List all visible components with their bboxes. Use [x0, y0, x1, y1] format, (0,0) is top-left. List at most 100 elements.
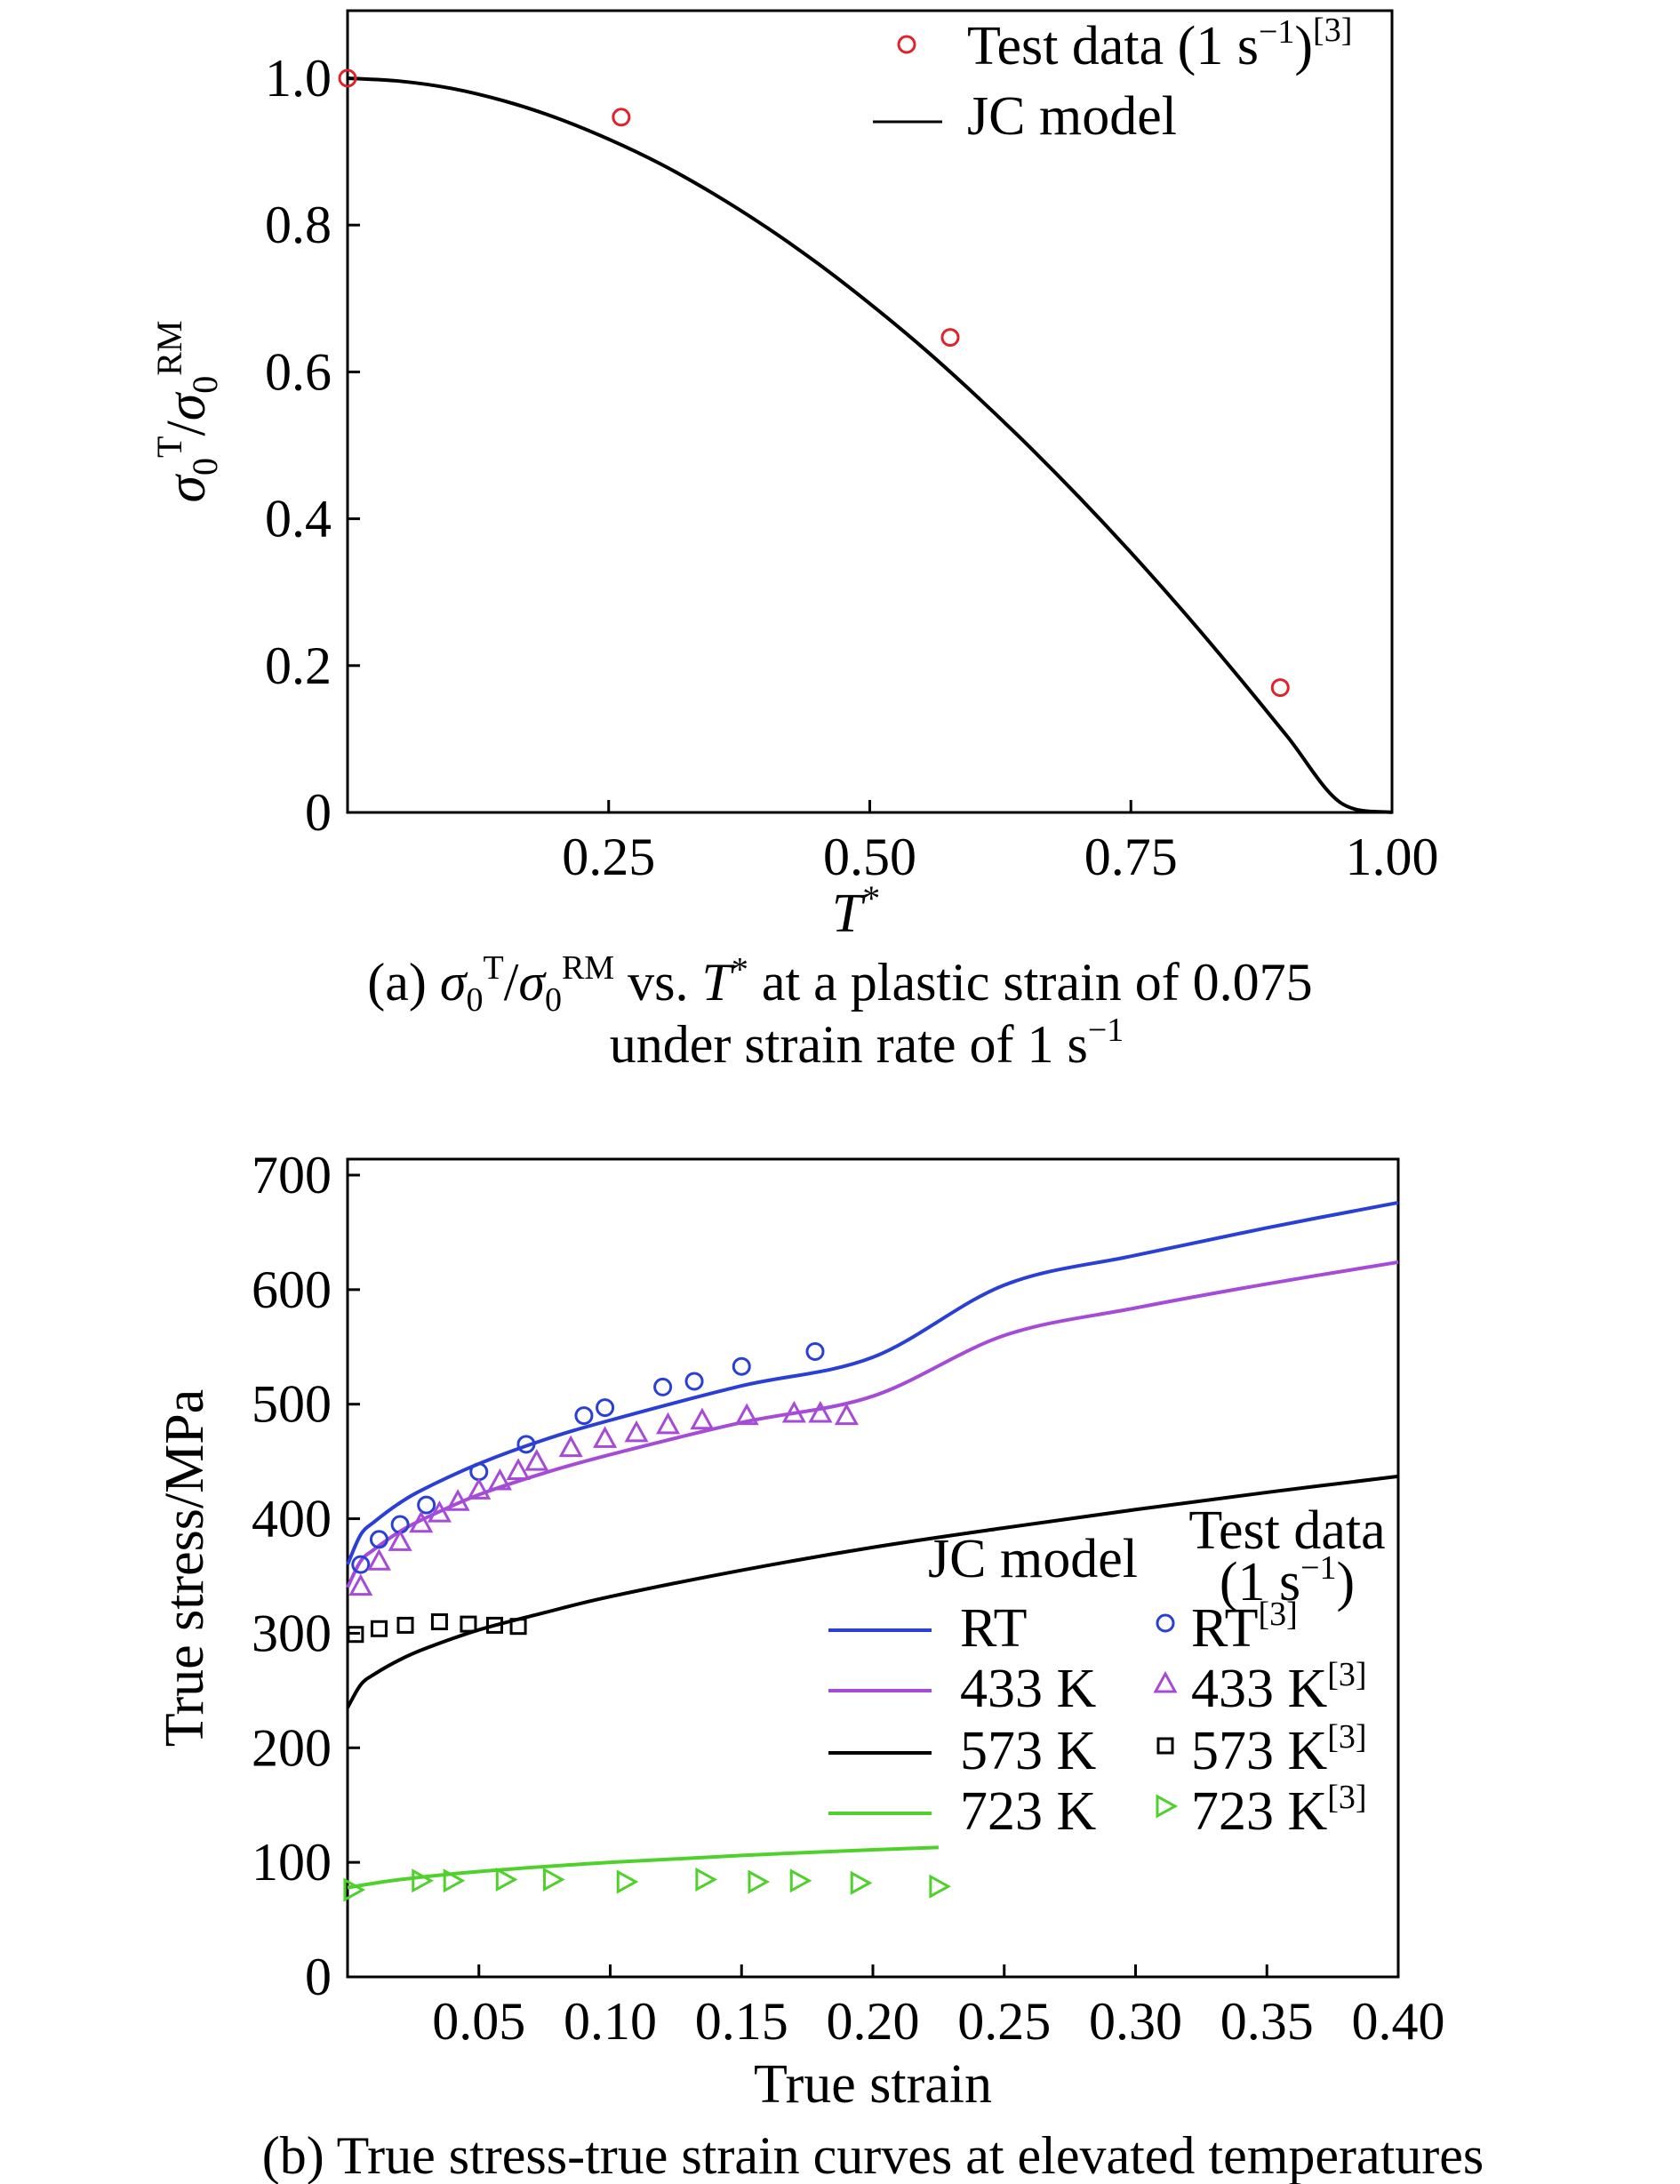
y-tick-label: 300	[252, 1604, 332, 1662]
y-tick-label: 0.2	[265, 636, 332, 695]
legend-title-test-rate: (1 s−1)	[1220, 1549, 1355, 1612]
panel-a-plot-frame	[346, 9, 1394, 814]
legend-title-test-data: Test data	[1188, 1500, 1385, 1561]
series-line-433-k	[346, 1260, 1399, 1588]
legend-label-723-k: 723 K	[960, 1781, 1097, 1842]
point-723-k-3	[929, 1874, 951, 1899]
y-tick-label: 0	[305, 1948, 332, 2006]
point-rt-3	[516, 1435, 536, 1454]
point-rt-3	[596, 1398, 615, 1418]
y-tick-label: 400	[252, 1490, 332, 1548]
point-rt-3	[369, 1530, 388, 1549]
legend-marker-test-data	[897, 35, 916, 54]
point-rt-3	[732, 1356, 751, 1376]
panel-a-caption-line1: (a) σ0T/σ0RM vs. T* at a plastic strain …	[367, 949, 1312, 1019]
point-433-k-3	[467, 1477, 492, 1500]
series-line-rt	[346, 1200, 1399, 1565]
y-tick-label: 500	[252, 1375, 332, 1434]
legend-label-573-k-3: 573 K[3]	[1191, 1718, 1367, 1781]
panel-a-x-ticks: 0.25 0.50 0.75 1.00	[562, 800, 1439, 886]
point-723-k-3	[412, 1868, 434, 1893]
point-573-k-3	[347, 1626, 364, 1644]
point-573-k-3	[509, 1618, 527, 1636]
y-tick-label: 0.8	[265, 196, 332, 254]
legend-marker-rt-3	[1156, 1613, 1175, 1633]
point-723-k-3	[850, 1870, 873, 1895]
point-723-k-3	[343, 1877, 366, 1902]
series-line-723-k	[347, 1845, 939, 1890]
point-573-k-3	[460, 1615, 477, 1633]
series-line-573-k	[346, 1474, 1399, 1709]
point-433-k-3	[388, 1529, 412, 1551]
x-tick-label: 0.35	[1220, 1992, 1314, 2051]
legend-marker-433-k-3	[1153, 1670, 1178, 1693]
legend-title-jc-model: JC model	[928, 1529, 1138, 1589]
point-rt-3	[351, 1555, 371, 1574]
point-433-k-3	[409, 1510, 434, 1533]
point-723-k-3	[616, 1869, 639, 1894]
point-test-data-1-s-3	[612, 108, 631, 127]
x-tick-label: 1.00	[1346, 828, 1439, 886]
panel-a-points-layer	[338, 68, 1290, 698]
y-tick-label: 0.6	[265, 342, 332, 401]
point-573-k-3	[430, 1613, 448, 1631]
point-rt-3	[469, 1462, 489, 1482]
point-433-k-3	[834, 1403, 859, 1426]
point-433-k-3	[427, 1500, 452, 1523]
legend-marker-723-k-3	[1156, 1794, 1179, 1819]
x-tick-label: 0.05	[432, 1992, 525, 2051]
point-433-k-3	[558, 1435, 583, 1458]
y-tick-label: 700	[252, 1146, 332, 1204]
point-433-k-3	[808, 1400, 833, 1423]
point-433-k-3	[624, 1420, 649, 1443]
point-test-data-1-s-3	[1270, 678, 1290, 698]
legend-label-rt: RT	[960, 1598, 1028, 1659]
panel-a-xlabel: T*	[832, 878, 880, 944]
point-rt-3	[684, 1372, 704, 1391]
panel-a-ylabel: σ0T/σ0RM	[149, 320, 225, 502]
y-tick-label: 1.0	[265, 49, 332, 108]
point-433-k-3	[690, 1407, 715, 1430]
point-723-k-3	[748, 1869, 771, 1894]
point-723-k-3	[495, 1867, 518, 1892]
legend-label-jc-model: JC model	[967, 86, 1177, 147]
x-tick-label: 0.25	[562, 828, 655, 886]
x-tick-label: 0.25	[957, 1992, 1051, 2051]
panel-b-x-ticks: 0.05 0.10 0.15 0.20 0.25 0.30 0.35 0.40	[432, 1964, 1445, 2051]
point-test-data-1-s-3	[338, 68, 357, 88]
point-723-k-3	[695, 1867, 717, 1892]
point-test-data-1-s-3	[940, 328, 960, 348]
x-tick-label: 0.40	[1352, 1992, 1445, 2051]
point-573-k-3	[396, 1616, 414, 1634]
x-tick-label: 0.30	[1089, 1992, 1182, 2051]
x-tick-label: 0.20	[827, 1992, 920, 2051]
x-tick-label: 0.75	[1084, 828, 1178, 886]
panel-a-y-ticks: 0 0.2 0.4 0.6 0.8 1.0	[265, 49, 360, 842]
point-433-k-3	[487, 1468, 512, 1491]
panel-a-chart: 0 0.2 0.4 0.6 0.8 1.0 0.25 0.50 0.75 1.00 σ0T/σ0…	[149, 9, 1439, 1074]
point-433-k-3	[593, 1426, 618, 1448]
panel-b-ylabel: True stress/MPa	[155, 1389, 215, 1748]
series-line-jc-model	[347, 76, 1393, 814]
x-tick-label: 0.50	[823, 828, 916, 886]
x-tick-label: 0.15	[695, 1992, 788, 2051]
legend-label-test-data: Test data (1 s−1)[3]	[967, 12, 1352, 76]
legend-label-433-k: 433 K	[960, 1659, 1097, 1719]
legend-label-723-k-3: 723 K[3]	[1191, 1779, 1367, 1842]
panel-a-caption-line2: under strain rate of 1 s−1	[610, 1012, 1124, 1074]
point-433-k-3	[524, 1449, 549, 1471]
legend-label-433-k-3: 433 K[3]	[1191, 1656, 1367, 1719]
point-723-k-3	[789, 1868, 812, 1893]
point-rt-3	[653, 1377, 673, 1396]
y-tick-label: 100	[252, 1833, 332, 1892]
y-tick-label: 0.4	[265, 490, 332, 548]
point-rt-3	[417, 1495, 436, 1515]
point-573-k-3	[370, 1620, 388, 1637]
point-433-k-3	[655, 1412, 681, 1435]
point-723-k-3	[443, 1868, 466, 1893]
legend-marker-573-k-3	[1156, 1737, 1174, 1755]
